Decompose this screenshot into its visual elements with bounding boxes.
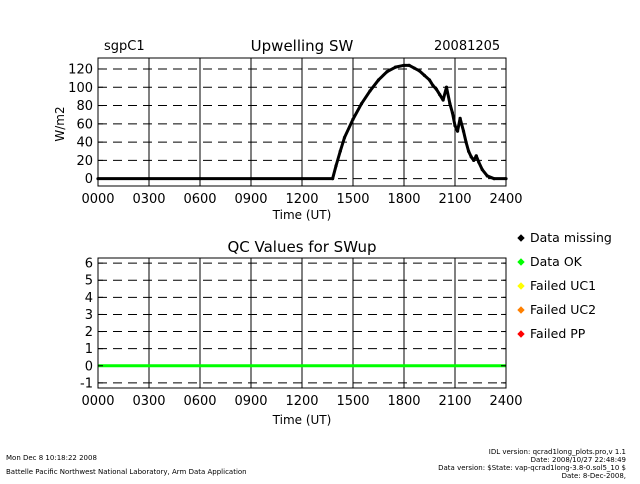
upwelling-y-tick-label: 120 (68, 62, 93, 77)
upwelling-y-tick-label: 60 (76, 117, 93, 132)
qc-plot-area: 0000 0300 0600 0900 1200 1500 1800 2100 2400 -1 0 1… (80, 257, 523, 409)
legend-marker (517, 306, 525, 314)
qc-x-tick-label: 0300 (132, 394, 165, 409)
footer-idl-date: Date: 2008/10/27 22:48:49 (531, 456, 626, 464)
footer-data-version: Data version: $State: vap-qcrad1long-3.8… (438, 464, 626, 472)
upwelling-y-tick-label: 40 (76, 136, 93, 151)
legend-marker (517, 330, 525, 338)
legend-marker (517, 234, 525, 242)
upwelling-x-axis-label: Time (UT) (272, 208, 332, 222)
qc-y-tick-label: 2 (85, 325, 93, 340)
qc-y-tick-label: -1 (80, 376, 93, 391)
legend-label: Failed UC2 (530, 302, 596, 317)
footer-lab: Battelle Pacific Northwest National Labo… (6, 468, 247, 476)
qc-x-tick-label: 0000 (81, 394, 114, 409)
upwelling-x-tick-label: 1200 (285, 192, 318, 207)
footer-data-date: Date: 8-Dec-2008, (562, 472, 626, 480)
qc-x-tick-label: 0600 (183, 394, 216, 409)
qc-y-tick-label: 6 (85, 257, 93, 272)
upwelling-plot-area: 0000 0300 0600 0900 1200 1500 1800 2100 2400 0 20 4… (68, 57, 523, 207)
upwelling-x-tick-label: 0600 (183, 192, 216, 207)
upwelling-y-axis-label: W/m2 (53, 106, 67, 141)
legend-label: Failed UC1 (530, 278, 596, 293)
upwelling-x-tick-label: 1800 (387, 192, 420, 207)
qc-x-tick-label: 1800 (387, 394, 420, 409)
qc-y-tick-label: 5 (85, 274, 93, 289)
footer-idl-version: IDL version: qcrad1long_plots.pro,v 1.1 (489, 448, 626, 456)
qc-y-tick-label: 3 (85, 308, 93, 323)
qc-x-tick-label: 2100 (438, 394, 471, 409)
site-label: sgpC1 (104, 39, 145, 54)
date-label: 20081205 (434, 39, 500, 54)
qc-x-tick-label: 0900 (234, 394, 267, 409)
legend-label: Data missing (530, 230, 612, 245)
legend-label: Failed PP (530, 326, 586, 341)
footer-timestamp: Mon Dec 8 10:18:22 2008 (6, 454, 97, 462)
qc-chart-title: QC Values for SWup (227, 238, 376, 256)
qc-x-axis-label: Time (UT) (272, 413, 332, 427)
upwelling-x-tick-label: 0900 (234, 192, 267, 207)
qc-y-tick-label: 0 (85, 359, 93, 374)
qc-y-tick-label: 4 (85, 291, 93, 306)
upwelling-x-tick-label: 0000 (81, 192, 114, 207)
qc-x-tick-label: 1500 (336, 394, 369, 409)
upwelling-x-tick-label: 2400 (489, 192, 522, 207)
upwelling-series-line (98, 63, 506, 181)
legend-marker (517, 282, 525, 290)
upwelling-y-tick-label: 100 (68, 81, 93, 96)
legend-label: Data OK (530, 254, 583, 269)
upwelling-x-tick-label: 2100 (438, 192, 471, 207)
upwelling-y-tick-label: 20 (76, 154, 93, 169)
upwelling-x-tick-label: 1500 (336, 192, 369, 207)
upwelling-x-tick-label: 0300 (132, 192, 165, 207)
qc-y-tick-label: 1 (85, 342, 93, 357)
legend-marker (517, 258, 525, 266)
qc-x-tick-label: 2400 (489, 394, 522, 409)
upwelling-y-tick-label: 0 (85, 172, 93, 187)
qc-legend: Data missing Data OK Failed UC1 Failed UC2 F… (517, 230, 612, 341)
upwelling-chart-title: Upwelling SW (251, 37, 354, 55)
qc-x-tick-label: 1200 (285, 394, 318, 409)
upwelling-y-tick-label: 80 (76, 99, 93, 114)
